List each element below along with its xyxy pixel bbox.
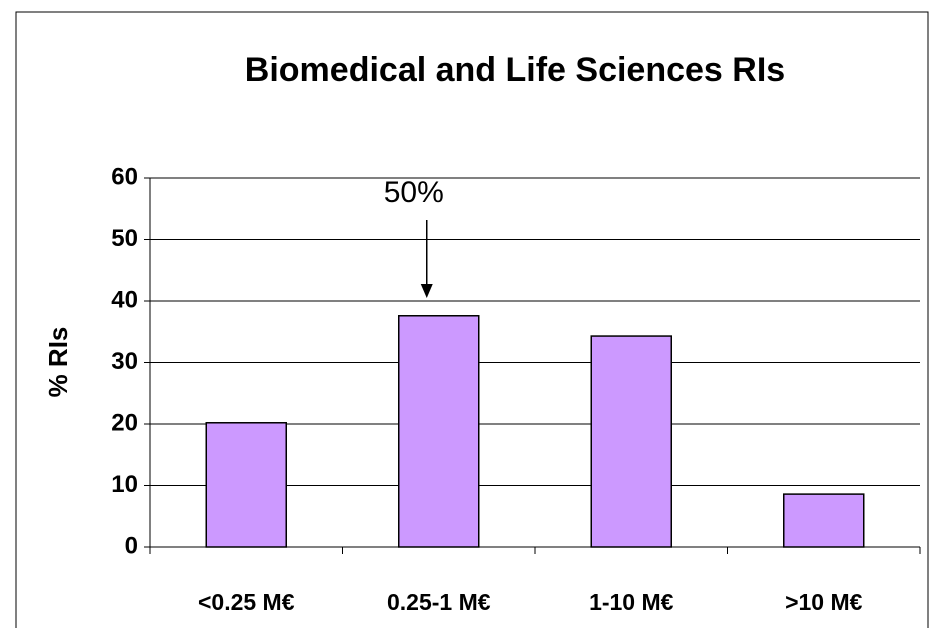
bar — [205, 422, 287, 548]
x-tick-label: 1-10 M€ — [589, 589, 674, 615]
bar — [590, 335, 672, 548]
annotation-arrowhead — [420, 284, 433, 298]
y-axis-label: % RIs — [43, 327, 73, 398]
bar — [398, 315, 480, 548]
chart-title: Biomedical and Life Sciences RIs — [245, 51, 785, 89]
bar — [783, 493, 865, 548]
x-tick-label: 0.25-1 M€ — [387, 589, 491, 615]
y-tick-label: 40 — [111, 286, 138, 313]
y-tick-label: 50 — [111, 225, 138, 252]
y-tick-label: 0 — [125, 532, 138, 559]
y-tick-label: 10 — [111, 471, 138, 498]
y-tick-label: 60 — [111, 163, 138, 190]
annotation: 50% — [384, 176, 444, 209]
y-tick-label: 20 — [111, 409, 138, 436]
y-tick-label: 30 — [111, 348, 138, 375]
x-tick-label: >10 M€ — [785, 589, 863, 615]
x-tick-label: <0.25 M€ — [198, 589, 295, 615]
